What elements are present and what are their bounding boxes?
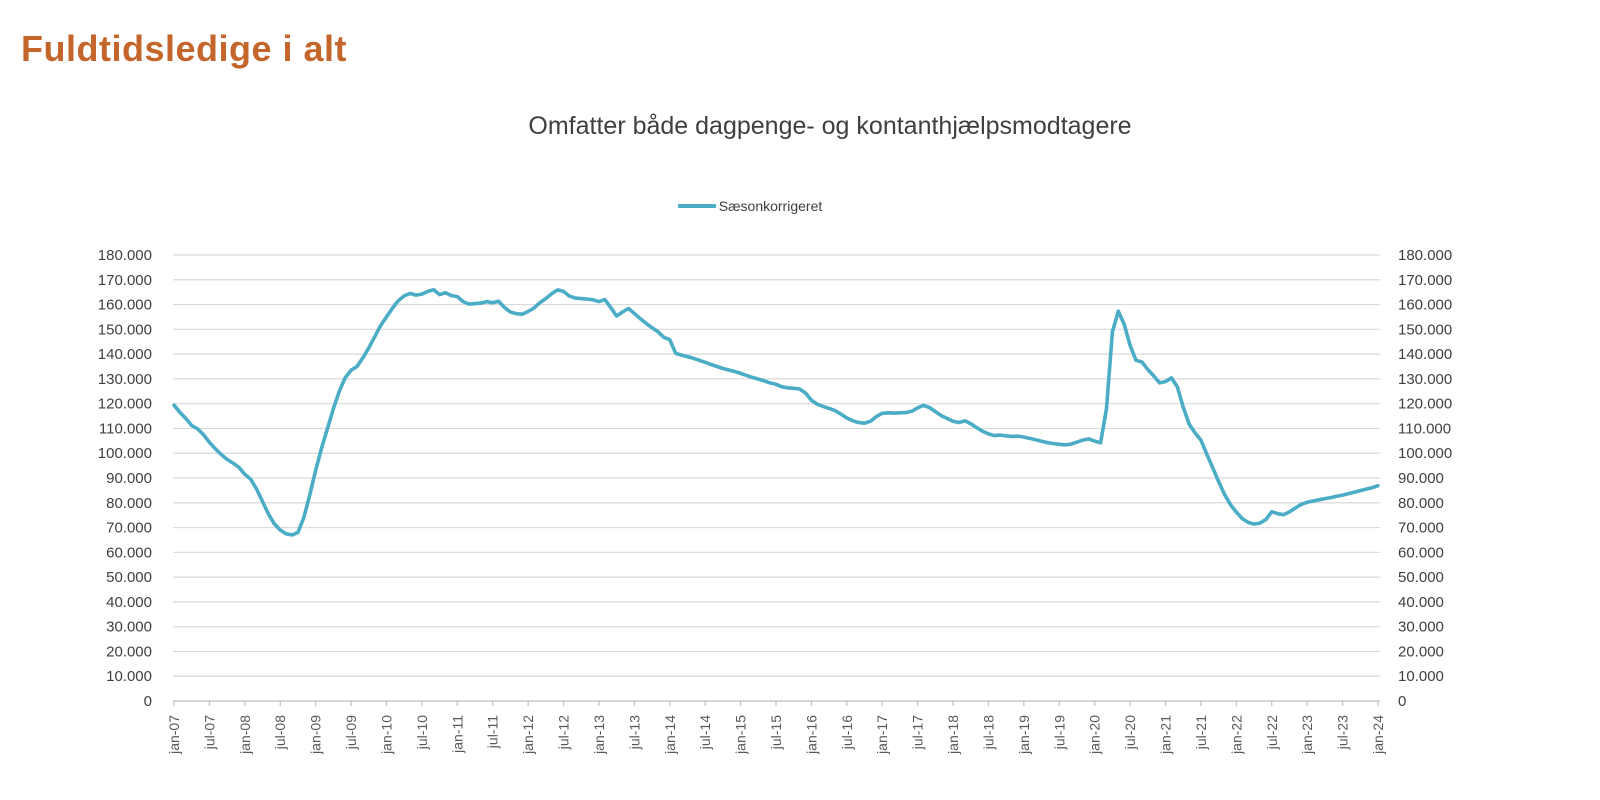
legend: Sæsonkorrigeret xyxy=(180,198,1320,214)
x-tick-label: jan-13 xyxy=(591,715,607,755)
legend-label: Sæsonkorrigeret xyxy=(718,198,823,214)
legend-line-marker-icon xyxy=(677,204,716,208)
y-tick-label-left: 20.000 xyxy=(106,643,152,660)
y-tick-label-left: 130.000 xyxy=(98,371,152,388)
y-tick-label-right: 90.000 xyxy=(1398,470,1444,487)
page-title: Fuldtidsledige i alt xyxy=(21,28,348,69)
x-tick-label: jul-16 xyxy=(839,715,855,750)
x-tick-label: jan-21 xyxy=(1158,715,1174,755)
x-tick-label: jan-16 xyxy=(803,715,819,755)
x-tick-label: jan-18 xyxy=(945,715,961,755)
y-tick-label-right: 150.000 xyxy=(1398,321,1452,338)
y-tick-label-left: 90.000 xyxy=(106,470,152,487)
x-tick-label: jul-18 xyxy=(980,715,996,750)
x-tick-label: jan-19 xyxy=(1016,715,1032,755)
y-tick-label-left: 110.000 xyxy=(99,420,152,437)
y-tick-label-right: 170.000 xyxy=(1398,272,1452,289)
x-tick-label: jul-20 xyxy=(1122,715,1138,750)
x-tick-label: jan-07 xyxy=(166,715,182,755)
x-tick-label: jan-22 xyxy=(1228,715,1244,755)
x-tick-label: jan-14 xyxy=(662,715,678,755)
y-tick-label-left: 170.000 xyxy=(98,272,152,289)
y-tick-label-left: 60.000 xyxy=(106,544,152,561)
y-tick-label-left: 10.000 xyxy=(106,668,152,685)
y-tick-label-right: 130.000 xyxy=(1398,371,1452,388)
y-tick-label-right: 0 xyxy=(1398,693,1406,710)
y-tick-label-left: 30.000 xyxy=(106,619,152,636)
x-tick-label: jan-23 xyxy=(1299,715,1315,755)
y-tick-label-right: 140.000 xyxy=(1398,346,1452,363)
x-tick-label: jan-24 xyxy=(1370,715,1386,755)
y-tick-label-left: 100.000 xyxy=(98,445,152,462)
x-tick-label: jan-09 xyxy=(308,715,324,755)
y-tick-label-right: 100.000 xyxy=(1398,445,1452,462)
x-tick-label: jul-19 xyxy=(1051,715,1067,750)
y-tick-label-left: 140.000 xyxy=(98,346,152,363)
y-tick-label-right: 20.000 xyxy=(1398,643,1444,660)
y-tick-label-right: 80.000 xyxy=(1398,495,1444,512)
x-tick-label: jan-12 xyxy=(520,715,536,755)
x-tick-label: jul-10 xyxy=(414,715,430,750)
x-tick-label: jul-21 xyxy=(1193,715,1209,750)
y-tick-label-right: 30.000 xyxy=(1398,619,1444,636)
y-tick-label-left: 80.000 xyxy=(106,495,152,512)
x-tick-label: jul-09 xyxy=(343,715,359,750)
y-tick-label-right: 70.000 xyxy=(1398,520,1444,537)
y-tick-label-left: 120.000 xyxy=(98,396,152,413)
y-tick-label-right: 10.000 xyxy=(1398,668,1444,685)
y-tick-label-right: 110.000 xyxy=(1398,420,1451,437)
x-tick-label: jul-15 xyxy=(768,715,784,750)
x-tick-label: jan-11 xyxy=(449,715,465,754)
y-tick-label-right: 160.000 xyxy=(1398,297,1452,314)
y-tick-label-left: 0 xyxy=(144,693,152,710)
x-tick-label: jul-17 xyxy=(910,715,926,750)
y-tick-label-right: 50.000 xyxy=(1398,569,1444,586)
x-tick-label: jul-22 xyxy=(1264,715,1280,750)
y-tick-label-right: 40.000 xyxy=(1398,594,1444,611)
y-tick-label-right: 180.000 xyxy=(1398,247,1452,264)
chart-title: Omfatter både dagpenge- og kontanthjælps… xyxy=(528,112,1132,140)
y-tick-label-right: 120.000 xyxy=(1398,396,1452,413)
x-tick-label: jul-12 xyxy=(556,715,572,750)
y-tick-label-left: 150.000 xyxy=(98,321,152,338)
y-tick-label-left: 160.000 xyxy=(98,297,152,314)
x-tick-label: jan-08 xyxy=(237,715,253,755)
x-tick-label: jan-17 xyxy=(874,715,890,755)
y-tick-label-left: 180.000 xyxy=(98,247,152,264)
x-tick-label: jul-11 xyxy=(485,715,501,749)
x-tick-label: jul-07 xyxy=(201,715,217,750)
x-tick-label: jul-14 xyxy=(697,715,713,750)
x-tick-label: jul-13 xyxy=(626,715,642,750)
y-tick-label-left: 50.000 xyxy=(106,569,152,586)
y-tick-label-left: 40.000 xyxy=(106,594,152,611)
series-line-saesonkorrigeret xyxy=(172,287,1380,537)
x-tick-label: jul-08 xyxy=(272,715,288,750)
y-tick-label-left: 70.000 xyxy=(106,520,152,537)
x-tick-label: jan-15 xyxy=(733,715,749,755)
x-tick-label: jul-23 xyxy=(1335,715,1351,750)
y-tick-label-right: 60.000 xyxy=(1398,544,1444,561)
x-tick-label: jan-10 xyxy=(378,715,394,755)
x-tick-label: jan-20 xyxy=(1087,715,1103,755)
